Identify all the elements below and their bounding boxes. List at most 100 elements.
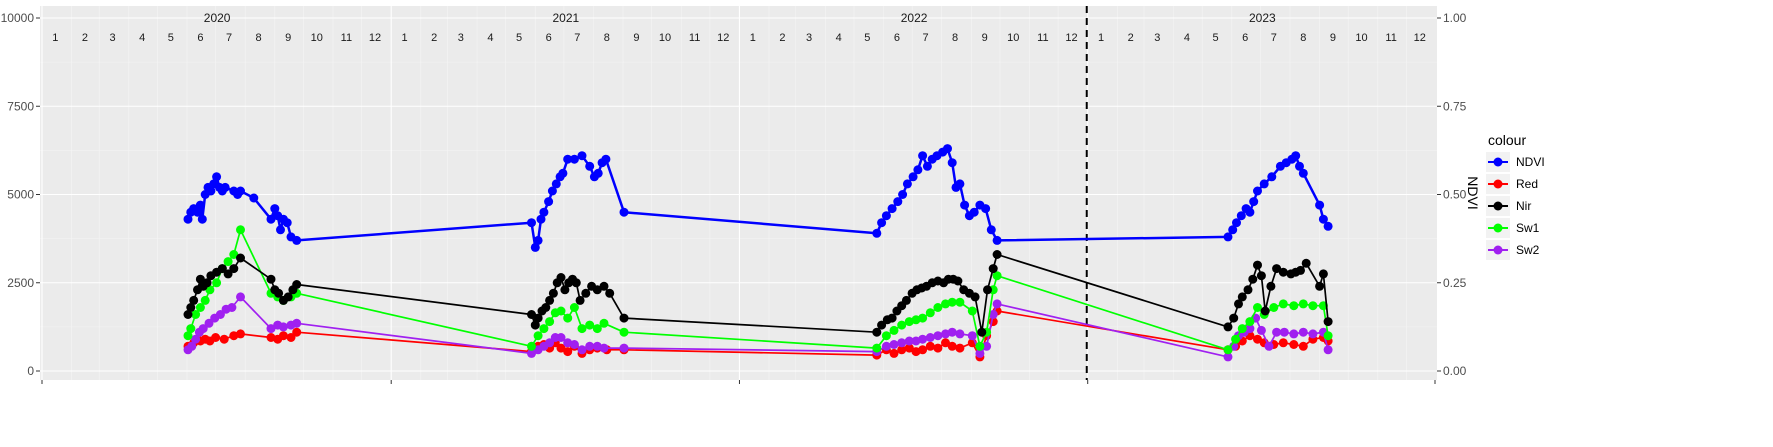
month-label: 6 (197, 32, 203, 44)
data-point-ndvi (986, 225, 996, 235)
data-point-red (947, 341, 957, 351)
month-label: 11 (689, 32, 700, 44)
month-label: 10 (659, 32, 671, 44)
data-point-sw2 (1223, 352, 1233, 362)
data-point-ndvi (1318, 214, 1328, 224)
data-point-sw2 (1298, 327, 1308, 337)
data-point-nir (571, 278, 581, 288)
data-point-nir (887, 313, 897, 323)
data-point-sw2 (1279, 327, 1289, 337)
series-sw1 (183, 225, 1333, 355)
data-point-nir (988, 264, 998, 274)
data-point-ndvi (960, 200, 970, 210)
legend-item-nir: Nir (1486, 196, 1531, 216)
data-point-red (933, 343, 943, 353)
data-point-sw1 (1245, 317, 1255, 327)
month-label: 11 (1037, 32, 1048, 44)
legend-label: Sw1 (1516, 221, 1540, 235)
legend: colour NDVI Red Nir Sw1 Sw2 (1486, 132, 1545, 260)
data-point-nir (1260, 306, 1270, 316)
series-layer (183, 144, 1333, 362)
data-point-ndvi (527, 218, 536, 228)
data-point-red (955, 343, 965, 353)
x-axis (41, 380, 1436, 384)
data-point-ndvi (1245, 207, 1255, 217)
plot-panel-background (40, 6, 1437, 380)
data-point-ndvi (266, 214, 276, 224)
data-point-sw1 (533, 331, 543, 341)
data-point-ndvi (877, 218, 887, 228)
data-point-nir (530, 320, 540, 330)
month-label: 5 (864, 32, 870, 44)
month-label: 4 (487, 32, 493, 44)
data-point-nir (1296, 265, 1305, 275)
data-point-ndvi (1236, 211, 1246, 221)
data-point-ndvi (276, 225, 285, 235)
data-point-sw1 (1323, 331, 1333, 341)
data-point-ndvi (1295, 161, 1304, 171)
data-point-nir (560, 285, 570, 295)
data-point-nir (977, 327, 987, 337)
data-point-sw2 (904, 336, 914, 346)
data-point-ndvi (530, 242, 540, 252)
data-point-sw1 (1231, 334, 1241, 344)
month-label: 5 (168, 32, 174, 44)
data-point-sw1 (592, 324, 602, 334)
series-ndvi (183, 144, 1333, 252)
left-y-tick-label: 0 (27, 364, 34, 378)
data-point-sw1 (186, 324, 196, 334)
data-point-sw2 (925, 333, 935, 342)
month-label: 8 (256, 32, 262, 44)
month-label: 9 (633, 32, 639, 44)
data-point-ndvi (547, 186, 557, 196)
data-point-sw2 (236, 292, 245, 302)
data-point-nir (599, 281, 609, 291)
data-point-ndvi (1228, 225, 1238, 235)
year-label: 2021 (553, 11, 580, 25)
data-point-red (278, 331, 288, 341)
data-point-nir (901, 295, 911, 305)
data-point-nir (283, 292, 293, 302)
data-point-ndvi (195, 200, 205, 210)
legend-item-ndvi: NDVI (1486, 152, 1545, 172)
data-point-sw2 (1245, 324, 1255, 334)
data-point-sw2 (215, 310, 225, 319)
data-point-nir (266, 274, 276, 284)
data-point-sw2 (191, 334, 201, 344)
data-point-sw2 (569, 340, 579, 349)
data-point-nir (274, 288, 284, 298)
month-label: 3 (806, 32, 812, 44)
data-point-ndvi (236, 186, 245, 196)
data-point-red (918, 345, 928, 355)
data-point-sw1 (955, 297, 965, 307)
data-point-nir (217, 264, 227, 274)
right-y-axis: 0.00 0.25 0.50 0.75 1.00 (1437, 11, 1467, 378)
data-point-red (904, 343, 914, 353)
month-label: 7 (1271, 32, 1277, 44)
data-point-nir (1256, 271, 1266, 281)
data-point-ndvi (206, 186, 216, 196)
data-point-sw2 (992, 299, 1002, 309)
data-point-sw2 (599, 343, 609, 353)
legend-key-point (1493, 179, 1503, 189)
month-label: 6 (1242, 32, 1248, 44)
data-point-nir (983, 285, 992, 295)
data-point-sw1 (183, 331, 193, 341)
data-point-nir (1272, 264, 1282, 274)
data-point-sw1 (918, 313, 928, 323)
data-point-nir (1318, 269, 1328, 279)
data-point-sw1 (889, 325, 899, 335)
data-point-sw1 (539, 324, 549, 334)
data-point-ndvi (955, 179, 965, 189)
data-point-sw2 (1289, 329, 1299, 339)
data-point-sw2 (1256, 325, 1266, 335)
data-point-red (219, 334, 229, 344)
legend-label: Sw2 (1516, 243, 1540, 257)
data-point-ndvi (558, 168, 568, 178)
data-point-red (292, 327, 302, 337)
data-point-sw1 (1308, 301, 1318, 311)
data-point-nir (605, 288, 615, 298)
data-point-ndvi (577, 151, 587, 161)
data-point-ndvi (1259, 179, 1269, 189)
legend-key-point (1493, 157, 1503, 167)
